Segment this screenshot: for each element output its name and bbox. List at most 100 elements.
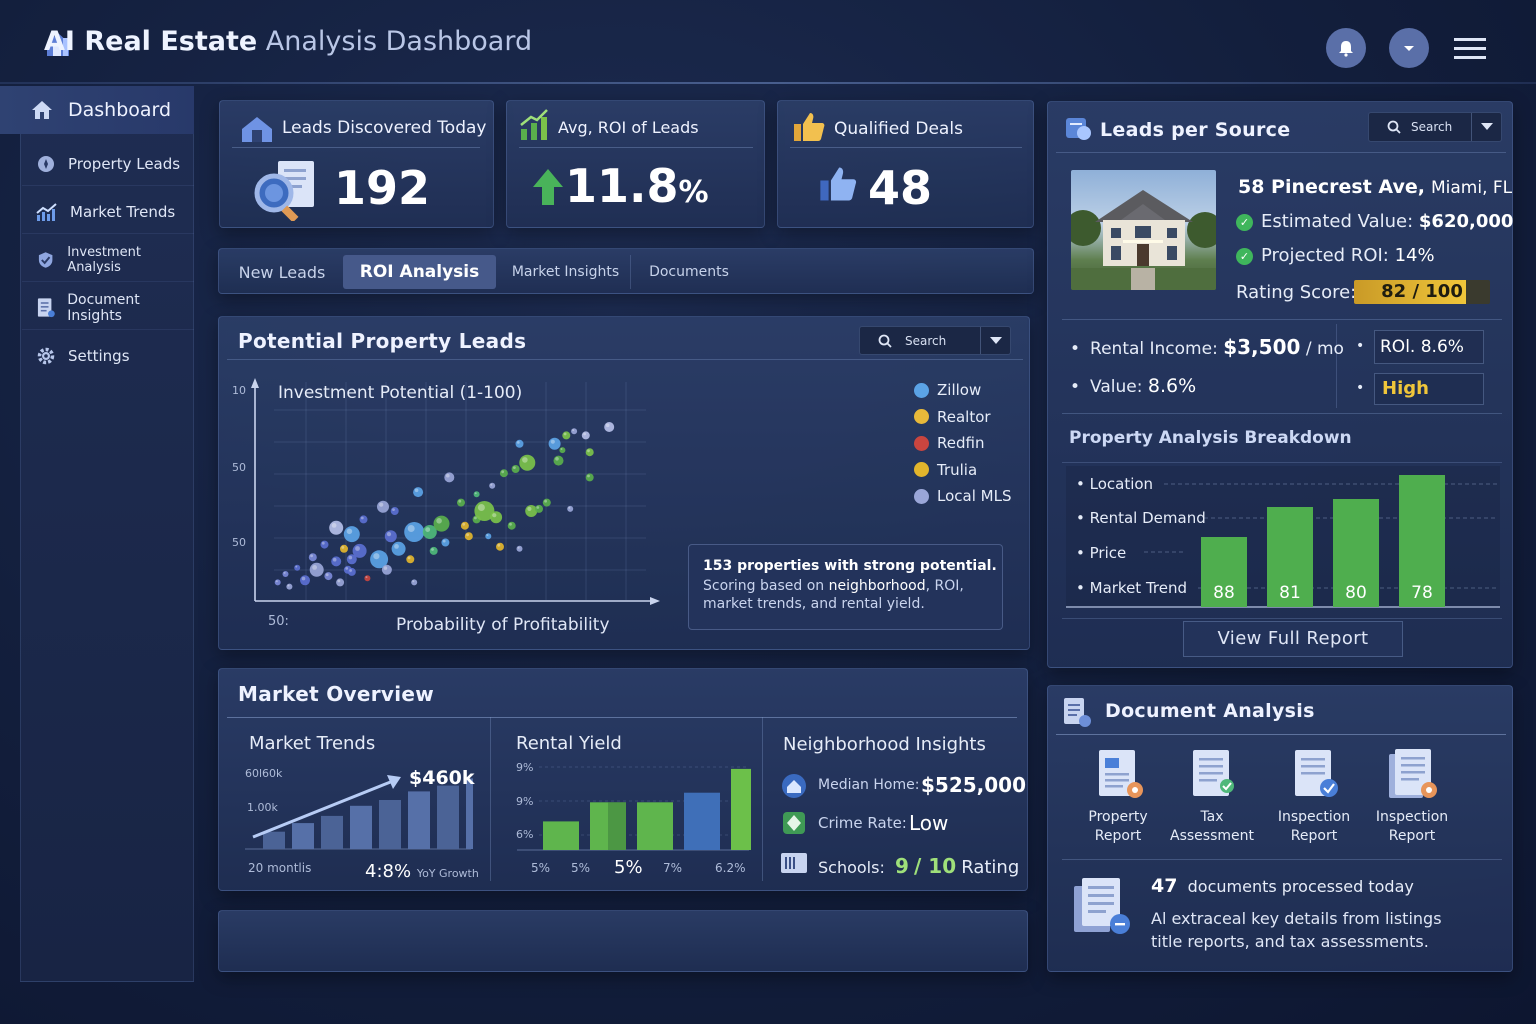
scatter-point[interactable] (485, 533, 492, 540)
yield-bar (684, 792, 720, 850)
scatter-point[interactable] (433, 515, 450, 532)
scatter-point[interactable] (370, 550, 389, 569)
tab-new-leads[interactable]: New Leads (238, 262, 326, 282)
scatter-point[interactable] (548, 437, 561, 450)
point-highlight (446, 473, 450, 478)
doc-tax-assessment[interactable]: Tax Assessment (1164, 746, 1260, 846)
scatter-point[interactable] (496, 542, 504, 551)
scatter-point[interactable] (308, 553, 317, 562)
doc-property-report[interactable]: Property Report (1070, 746, 1166, 846)
scatter-point[interactable] (429, 546, 438, 555)
scatter-point[interactable] (441, 538, 450, 547)
sidebar-item-market-trends[interactable]: Market Trends (22, 190, 194, 234)
scatter-point[interactable] (274, 579, 281, 586)
scatter-point[interactable] (542, 498, 551, 507)
leads-search-box[interactable]: Search (859, 326, 1011, 355)
sidebar-item-property-leads[interactable]: Property Leads (22, 142, 194, 186)
scatter-point[interactable] (559, 447, 566, 454)
source-search-box[interactable]: Search (1368, 112, 1502, 142)
point-highlight (360, 516, 364, 520)
scatter-point[interactable] (499, 469, 508, 478)
scatter-point[interactable] (422, 525, 437, 539)
point-highlight (442, 539, 446, 543)
scatter-point[interactable] (511, 465, 520, 473)
scatter-point[interactable] (490, 511, 503, 524)
scatter-point[interactable] (581, 431, 590, 440)
scatter-point[interactable] (320, 540, 329, 549)
scatter-point[interactable] (535, 504, 543, 513)
scatter-point[interactable] (286, 583, 293, 590)
search-dropdown-toggle[interactable] (1471, 113, 1501, 141)
scatter-point[interactable] (525, 505, 538, 517)
tab-documents[interactable]: Documents (649, 264, 729, 280)
scatter-point[interactable] (331, 556, 342, 567)
scatter-point[interactable] (406, 555, 415, 564)
app-logo-icon (44, 30, 72, 58)
scatter-point[interactable] (411, 579, 418, 586)
scatter-point[interactable] (562, 431, 571, 440)
scatter-point[interactable] (413, 487, 424, 498)
scatter-point[interactable] (300, 575, 310, 586)
estimated-value-row: ✓ Estimated Value: $620,000 (1236, 211, 1513, 232)
sidebar-item-investment-analysis[interactable]: Investment Analysis (22, 238, 194, 282)
scatter-point[interactable] (474, 501, 495, 521)
sidebar-item-settings[interactable]: Settings (22, 334, 194, 378)
scatter-point[interactable] (294, 564, 301, 571)
scatter-point[interactable] (604, 422, 615, 432)
scatter-point[interactable] (324, 572, 333, 581)
chevron-down-icon (1480, 123, 1493, 130)
scatter-point[interactable] (309, 562, 324, 577)
source-stack-icon (1062, 114, 1092, 146)
scatter-point[interactable] (444, 472, 455, 483)
profile-dropdown-button[interactable] (1389, 28, 1429, 68)
scatter-point[interactable] (585, 448, 594, 457)
tab-market-insights[interactable]: Market Insights (501, 255, 631, 289)
menu-button[interactable] (1454, 36, 1488, 62)
sidebar-item-dashboard[interactable]: Dashboard (0, 86, 194, 134)
scatter-point[interactable] (473, 491, 480, 498)
scatter-point[interactable] (390, 507, 399, 515)
search-dropdown-toggle[interactable] (980, 327, 1010, 354)
scatter-point[interactable] (460, 521, 469, 530)
scatter-point[interactable] (515, 439, 524, 448)
scatter-point[interactable] (571, 428, 578, 435)
notifications-button[interactable] (1326, 28, 1366, 68)
scatter-point[interactable] (347, 567, 356, 576)
search-document-icon (248, 159, 318, 225)
view-full-report-button[interactable]: View Full Report (1183, 621, 1403, 657)
scatter-point[interactable] (340, 544, 348, 553)
scatter-point[interactable] (384, 530, 397, 543)
scatter-point[interactable] (464, 532, 473, 541)
scatter-point[interactable] (377, 500, 389, 513)
shield-check-icon (782, 811, 806, 839)
x-tick-label: 50: (268, 614, 289, 629)
scatter-point[interactable] (329, 520, 344, 535)
sidebar-item-document-insights[interactable]: Document Insights (22, 286, 194, 330)
scatter-point[interactable] (381, 564, 392, 575)
doc-inspection-report-2[interactable]: Inspection Report (1364, 746, 1460, 846)
property-photo[interactable] (1071, 170, 1216, 290)
growth-chart-icon (519, 107, 551, 145)
scatter-point[interactable] (516, 545, 523, 552)
scatter-point[interactable] (507, 521, 516, 530)
point-highlight (513, 466, 516, 469)
scatter-point[interactable] (364, 575, 371, 582)
doc-inspection-report[interactable]: Inspection Report (1266, 746, 1362, 846)
scatter-point[interactable] (553, 455, 564, 466)
scatter-point[interactable] (519, 454, 536, 471)
scatter-point[interactable] (343, 526, 360, 543)
scatter-point[interactable] (336, 578, 345, 587)
scatter-point[interactable] (359, 515, 368, 524)
scatter-point[interactable] (489, 482, 496, 489)
scatter-point[interactable] (346, 554, 357, 565)
trend-bar (321, 815, 343, 849)
scatter-point[interactable] (585, 473, 594, 482)
scatter-point[interactable] (457, 498, 465, 507)
scatter-point[interactable] (282, 571, 289, 577)
scatter-point[interactable] (391, 541, 406, 556)
crime-rate-label: Crime Rate: (818, 814, 907, 832)
scatter-point[interactable] (404, 522, 425, 542)
tab-roi-analysis[interactable]: ROI Analysis (343, 255, 496, 289)
scatter-point[interactable] (567, 505, 574, 512)
scatter-point[interactable] (352, 543, 367, 558)
